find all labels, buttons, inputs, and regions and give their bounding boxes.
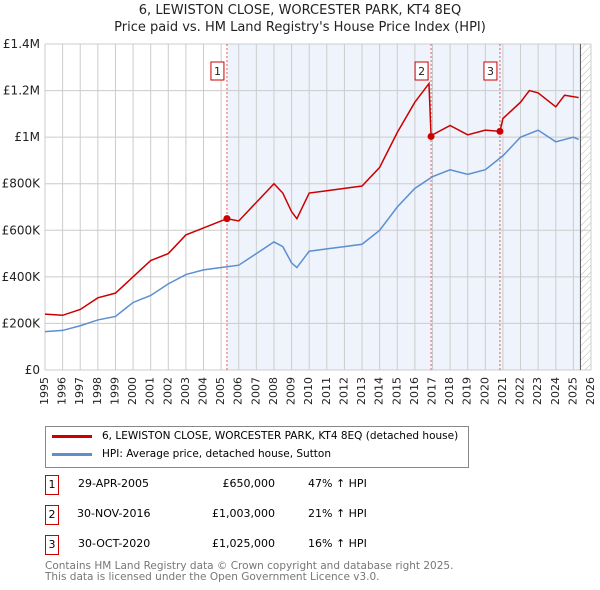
- x-tick-label: 1997: [73, 377, 86, 405]
- x-tick-label: 2008: [267, 377, 280, 405]
- x-tick-label: 1996: [56, 377, 69, 405]
- sale-price: £650,000: [222, 477, 276, 490]
- x-tick-label: 2000: [126, 377, 139, 405]
- footer-line: This data is licensed under the Open Gov…: [45, 571, 380, 583]
- y-tick-label: £400K: [2, 270, 42, 284]
- legend: 6, LEWISTON CLOSE, WORCESTER PARK, KT4 8…: [45, 426, 469, 468]
- x-tick-label: 2003: [179, 377, 192, 405]
- shaded-region: [226, 44, 581, 370]
- x-tick-label: 2026: [584, 377, 597, 405]
- sale-marker-box: [414, 61, 429, 81]
- sale-marker-box: [483, 61, 498, 81]
- y-tick-label: £1.2M: [3, 84, 40, 98]
- price-paid-line: [44, 81, 579, 317]
- x-tick-label: 2013: [355, 377, 368, 405]
- x-tick-label: 1999: [108, 377, 121, 405]
- y-tick-label: £1M: [14, 130, 40, 144]
- chart-title: 6, LEWISTON CLOSE, WORCESTER PARK, KT4 8…: [138, 3, 462, 18]
- x-tick-label: 2009: [285, 377, 298, 405]
- forecast-hatch: [580, 44, 591, 370]
- x-tick-label: 2020: [478, 377, 491, 405]
- sale-date: 29-APR-2005: [78, 477, 150, 490]
- y-tick-label: £1.4M: [3, 37, 40, 51]
- x-tick-label: 2011: [320, 377, 333, 405]
- sale-price: £1,025,000: [212, 537, 275, 550]
- x-tick-label: 2007: [249, 377, 262, 405]
- sale-marker-label: 3: [487, 65, 494, 78]
- sale-marker-label: 1: [214, 65, 221, 78]
- sale-price: £1,003,000: [212, 507, 275, 520]
- sale-hpi: 47% ↑ HPI: [308, 477, 367, 490]
- x-tick-label: 2014: [373, 377, 386, 405]
- legend-swatch-hpi: [52, 452, 92, 456]
- y-tick-label: £800K: [2, 177, 42, 191]
- sale-marker-label: 2: [418, 65, 425, 78]
- sale-badge: 2: [45, 505, 59, 525]
- legend-label-property: 6, LEWISTON CLOSE, WORCESTER PARK, KT4 8…: [102, 430, 459, 442]
- x-tick-label: 2015: [390, 377, 403, 405]
- chart-subtitle: Price paid vs. HM Land Registry's House …: [114, 20, 486, 35]
- sale-point: [223, 215, 231, 223]
- x-tick-label: 2012: [337, 377, 350, 405]
- x-tick-label: 1998: [91, 377, 104, 405]
- y-tick-label: £600K: [2, 223, 42, 237]
- y-tick-label: £0: [25, 363, 40, 377]
- footer: Contains HM Land Registry data © Crown c…: [45, 561, 453, 583]
- x-tick-label: 2006: [232, 377, 245, 405]
- x-tick-label: 2018: [443, 377, 456, 405]
- x-tick-label: 2025: [566, 377, 579, 405]
- sale-date: 30-NOV-2016: [77, 507, 151, 520]
- x-tick-label: 2023: [531, 377, 544, 405]
- sale-date: 30-OCT-2020: [78, 537, 151, 550]
- x-tick-label: 2017: [425, 377, 438, 405]
- x-tick-label: 2024: [549, 377, 562, 405]
- hpi-line: [44, 129, 579, 333]
- sale-hpi: 21% ↑ HPI: [308, 507, 367, 520]
- x-tick-label: 2005: [214, 377, 227, 405]
- x-tick-label: 1995: [38, 377, 51, 405]
- footer-line: Contains HM Land Registry data © Crown c…: [45, 560, 454, 572]
- x-tick-label: 2021: [496, 377, 509, 405]
- x-tick-label: 2001: [144, 377, 157, 405]
- plot-area: 1995 1996 1997 1998 1999 2000 2001 2002 2003 2004…: [2, 37, 597, 405]
- legend-swatch-property: [52, 434, 92, 438]
- x-tick-label: 2019: [461, 377, 474, 405]
- x-tick-label: 2010: [302, 377, 315, 405]
- x-tick-label: 2002: [161, 377, 174, 405]
- sale-badge: 3: [45, 535, 59, 555]
- x-tick-label: 2004: [197, 377, 210, 405]
- x-tick-label: 2022: [514, 377, 527, 405]
- sale-badge: 1: [45, 475, 59, 495]
- sale-point: [427, 132, 435, 140]
- sale-hpi: 16% ↑ HPI: [308, 537, 367, 550]
- x-tick-label: 2016: [408, 377, 421, 405]
- legend-label-hpi: HPI: Average price, detached house, Sutt…: [102, 448, 332, 460]
- sale-marker-box: [210, 61, 225, 81]
- sale-point: [496, 127, 504, 135]
- y-tick-label: £200K: [2, 316, 42, 330]
